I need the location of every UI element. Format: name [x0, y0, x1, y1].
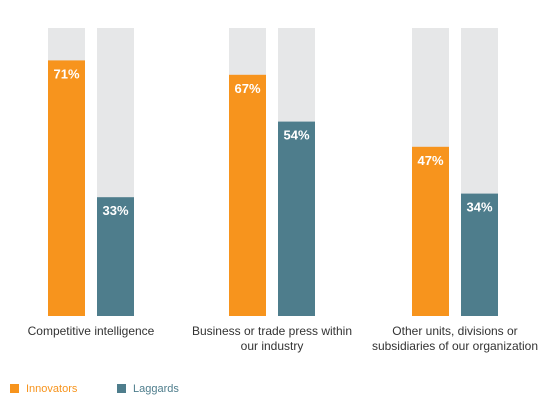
value-label: 47%	[417, 153, 443, 168]
value-label: 67%	[234, 81, 260, 96]
bar	[461, 193, 498, 316]
legend-label: Innovators	[26, 383, 78, 395]
legend-swatch	[10, 384, 19, 393]
bar	[97, 197, 134, 316]
value-label: 71%	[53, 66, 79, 81]
bar	[48, 60, 85, 317]
bar	[278, 121, 315, 316]
legend-label: Laggards	[133, 383, 179, 395]
x-tick-label: Competitive intelligence	[27, 324, 155, 338]
value-label: 54%	[283, 128, 309, 143]
x-tick-label: Business or trade press within our indus…	[191, 324, 353, 353]
bar	[229, 74, 266, 316]
x-tick-label: Other units, divisions or subsidiaries o…	[371, 324, 539, 353]
bar	[412, 146, 449, 316]
value-label: 34%	[466, 200, 492, 215]
value-label: 33%	[102, 203, 128, 218]
legend-swatch	[117, 384, 126, 393]
